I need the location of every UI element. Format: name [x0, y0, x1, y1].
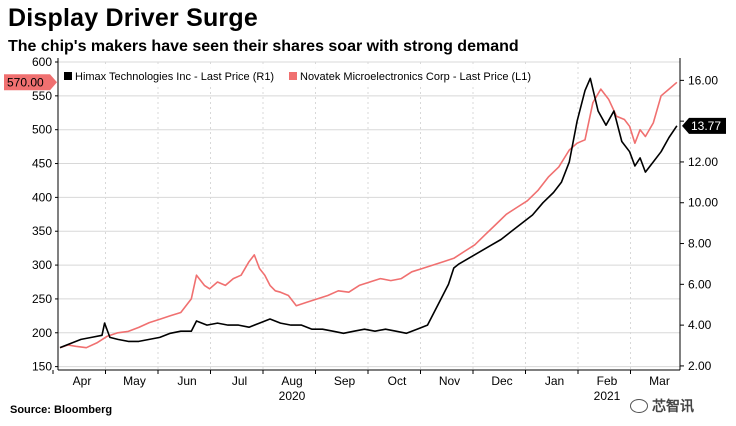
chart-subtitle: The chip's makers have seen their shares…	[8, 38, 519, 55]
x-tick-label: Jul	[232, 374, 247, 388]
right-tick-label: 4.00	[688, 318, 712, 332]
left-tick-label: 400	[32, 190, 52, 204]
legend-swatch	[289, 72, 297, 80]
left-tick-label: 600	[32, 55, 52, 69]
left-tick-label: 450	[32, 157, 52, 171]
legend-box	[60, 66, 540, 86]
x-tick-label: Nov	[439, 374, 460, 388]
value-badges: 570.00 13.77	[4, 74, 726, 134]
wechat-icon	[630, 399, 648, 413]
chart-title: Display Driver Surge	[8, 4, 258, 32]
grid-lines	[58, 61, 680, 370]
left-value-badge-label: 570.00	[7, 75, 44, 89]
left-value-badge	[4, 74, 57, 91]
left-tick-label: 200	[32, 326, 52, 340]
right-value-badge-label: 13.77	[691, 119, 721, 133]
left-tick-label: 250	[32, 292, 52, 306]
legend-swatch	[64, 72, 72, 80]
right-tick-label: 12.00	[688, 155, 718, 169]
legend-label: Novatek Microelectronics Corp - Last Pri…	[300, 71, 531, 83]
x-tick-label: Aug	[281, 374, 302, 388]
left-tick-label: 550	[32, 89, 52, 103]
axes: 150 200 250 300 350 400 450 500 550 600 2.00 4.00 6.…	[32, 55, 718, 403]
source-note: Source: Bloomberg	[10, 404, 113, 416]
legend: Himax Technologies Inc - Last Price (R1)…	[60, 66, 540, 86]
left-tick-label: 500	[32, 123, 52, 137]
left-tick-label: 300	[32, 258, 52, 272]
x-tick-label: Feb	[597, 374, 618, 388]
right-value-badge	[682, 117, 726, 134]
left-tick-label: 150	[32, 360, 52, 374]
x-tick-label: May	[123, 374, 146, 388]
x-year-label: 2020	[279, 389, 306, 403]
right-tick-label: 6.00	[688, 277, 712, 291]
legend-label: Himax Technologies Inc - Last Price (R1)	[75, 71, 274, 83]
x-tick-label: Mar	[649, 374, 670, 388]
himax-series-line	[59, 77, 678, 349]
right-tick-label: 2.00	[688, 359, 712, 373]
watermark-text: 芯智讯	[652, 398, 694, 414]
series-lines	[59, 77, 678, 349]
x-tick-label: Jan	[545, 374, 564, 388]
x-tick-label: Dec	[491, 374, 512, 388]
watermark: 芯智讯	[630, 396, 694, 416]
x-tick-label: Sep	[334, 374, 356, 388]
right-tick-label: 10.00	[688, 196, 718, 210]
left-tick-label: 350	[32, 224, 52, 238]
x-tick-label: Oct	[388, 374, 407, 388]
right-tick-label: 8.00	[688, 237, 712, 251]
x-tick-label: Apr	[73, 374, 92, 388]
x-tick-label: Jun	[177, 374, 196, 388]
x-year-label: 2021	[594, 389, 621, 403]
right-tick-label: 16.00	[688, 73, 718, 87]
